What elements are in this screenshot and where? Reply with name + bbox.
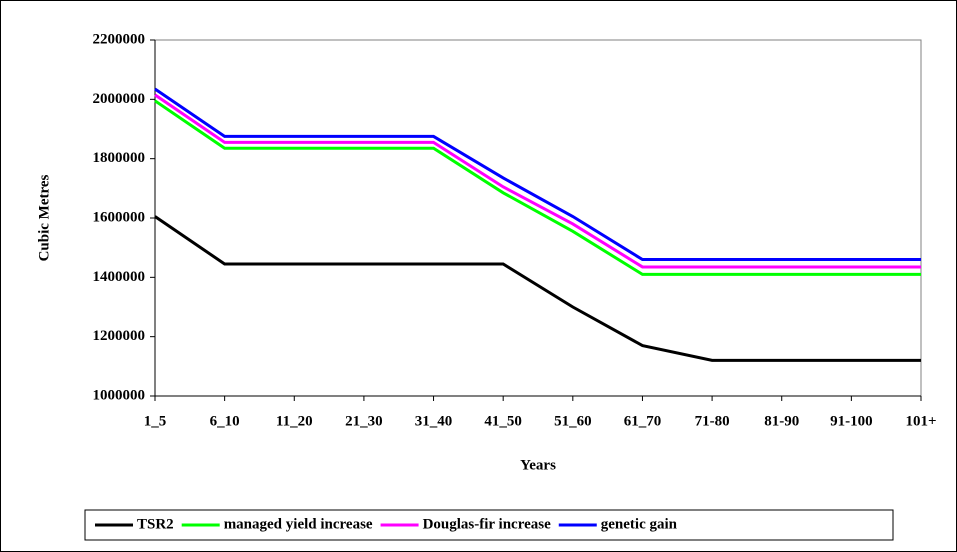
x-tick-label: 11_20 <box>276 413 313 429</box>
plot-area <box>154 39 922 397</box>
x-tick-label: 81-90 <box>764 413 799 429</box>
x-tick-label: 71-80 <box>695 413 730 429</box>
x-tick-label: 21_30 <box>345 413 383 429</box>
legend-label: genetic gain <box>601 516 678 532</box>
legend-label: managed yield increase <box>224 516 373 532</box>
y-tick-label: 1400000 <box>93 269 146 285</box>
legend-label: Douglas-fir increase <box>423 516 552 532</box>
y-tick-label: 2200000 <box>93 31 146 47</box>
y-tick-label: 1600000 <box>93 209 146 225</box>
y-tick-label: 2000000 <box>93 91 146 107</box>
series-line <box>154 215 921 362</box>
y-tick-label: 1000000 <box>93 387 146 403</box>
series-line <box>154 87 921 262</box>
y-axis-title: Cubic Metres <box>36 174 52 261</box>
series-line <box>154 93 921 269</box>
x-tick-label: 41_50 <box>484 413 522 429</box>
x-tick-label: 101+ <box>905 413 936 429</box>
x-tick-label: 61_70 <box>624 413 662 429</box>
series-line <box>154 99 921 276</box>
x-tick-label: 6_10 <box>210 413 240 429</box>
x-tick-label: 1_5 <box>144 413 167 429</box>
x-axis-title: Years <box>520 457 556 473</box>
y-tick-label: 1800000 <box>93 150 146 166</box>
legend-label: TSR2 <box>137 516 174 532</box>
x-tick-label: 31_40 <box>415 413 453 429</box>
y-tick-label: 1200000 <box>93 328 146 344</box>
x-tick-label: 51_60 <box>554 413 592 429</box>
x-tick-label: 91-100 <box>830 413 873 429</box>
